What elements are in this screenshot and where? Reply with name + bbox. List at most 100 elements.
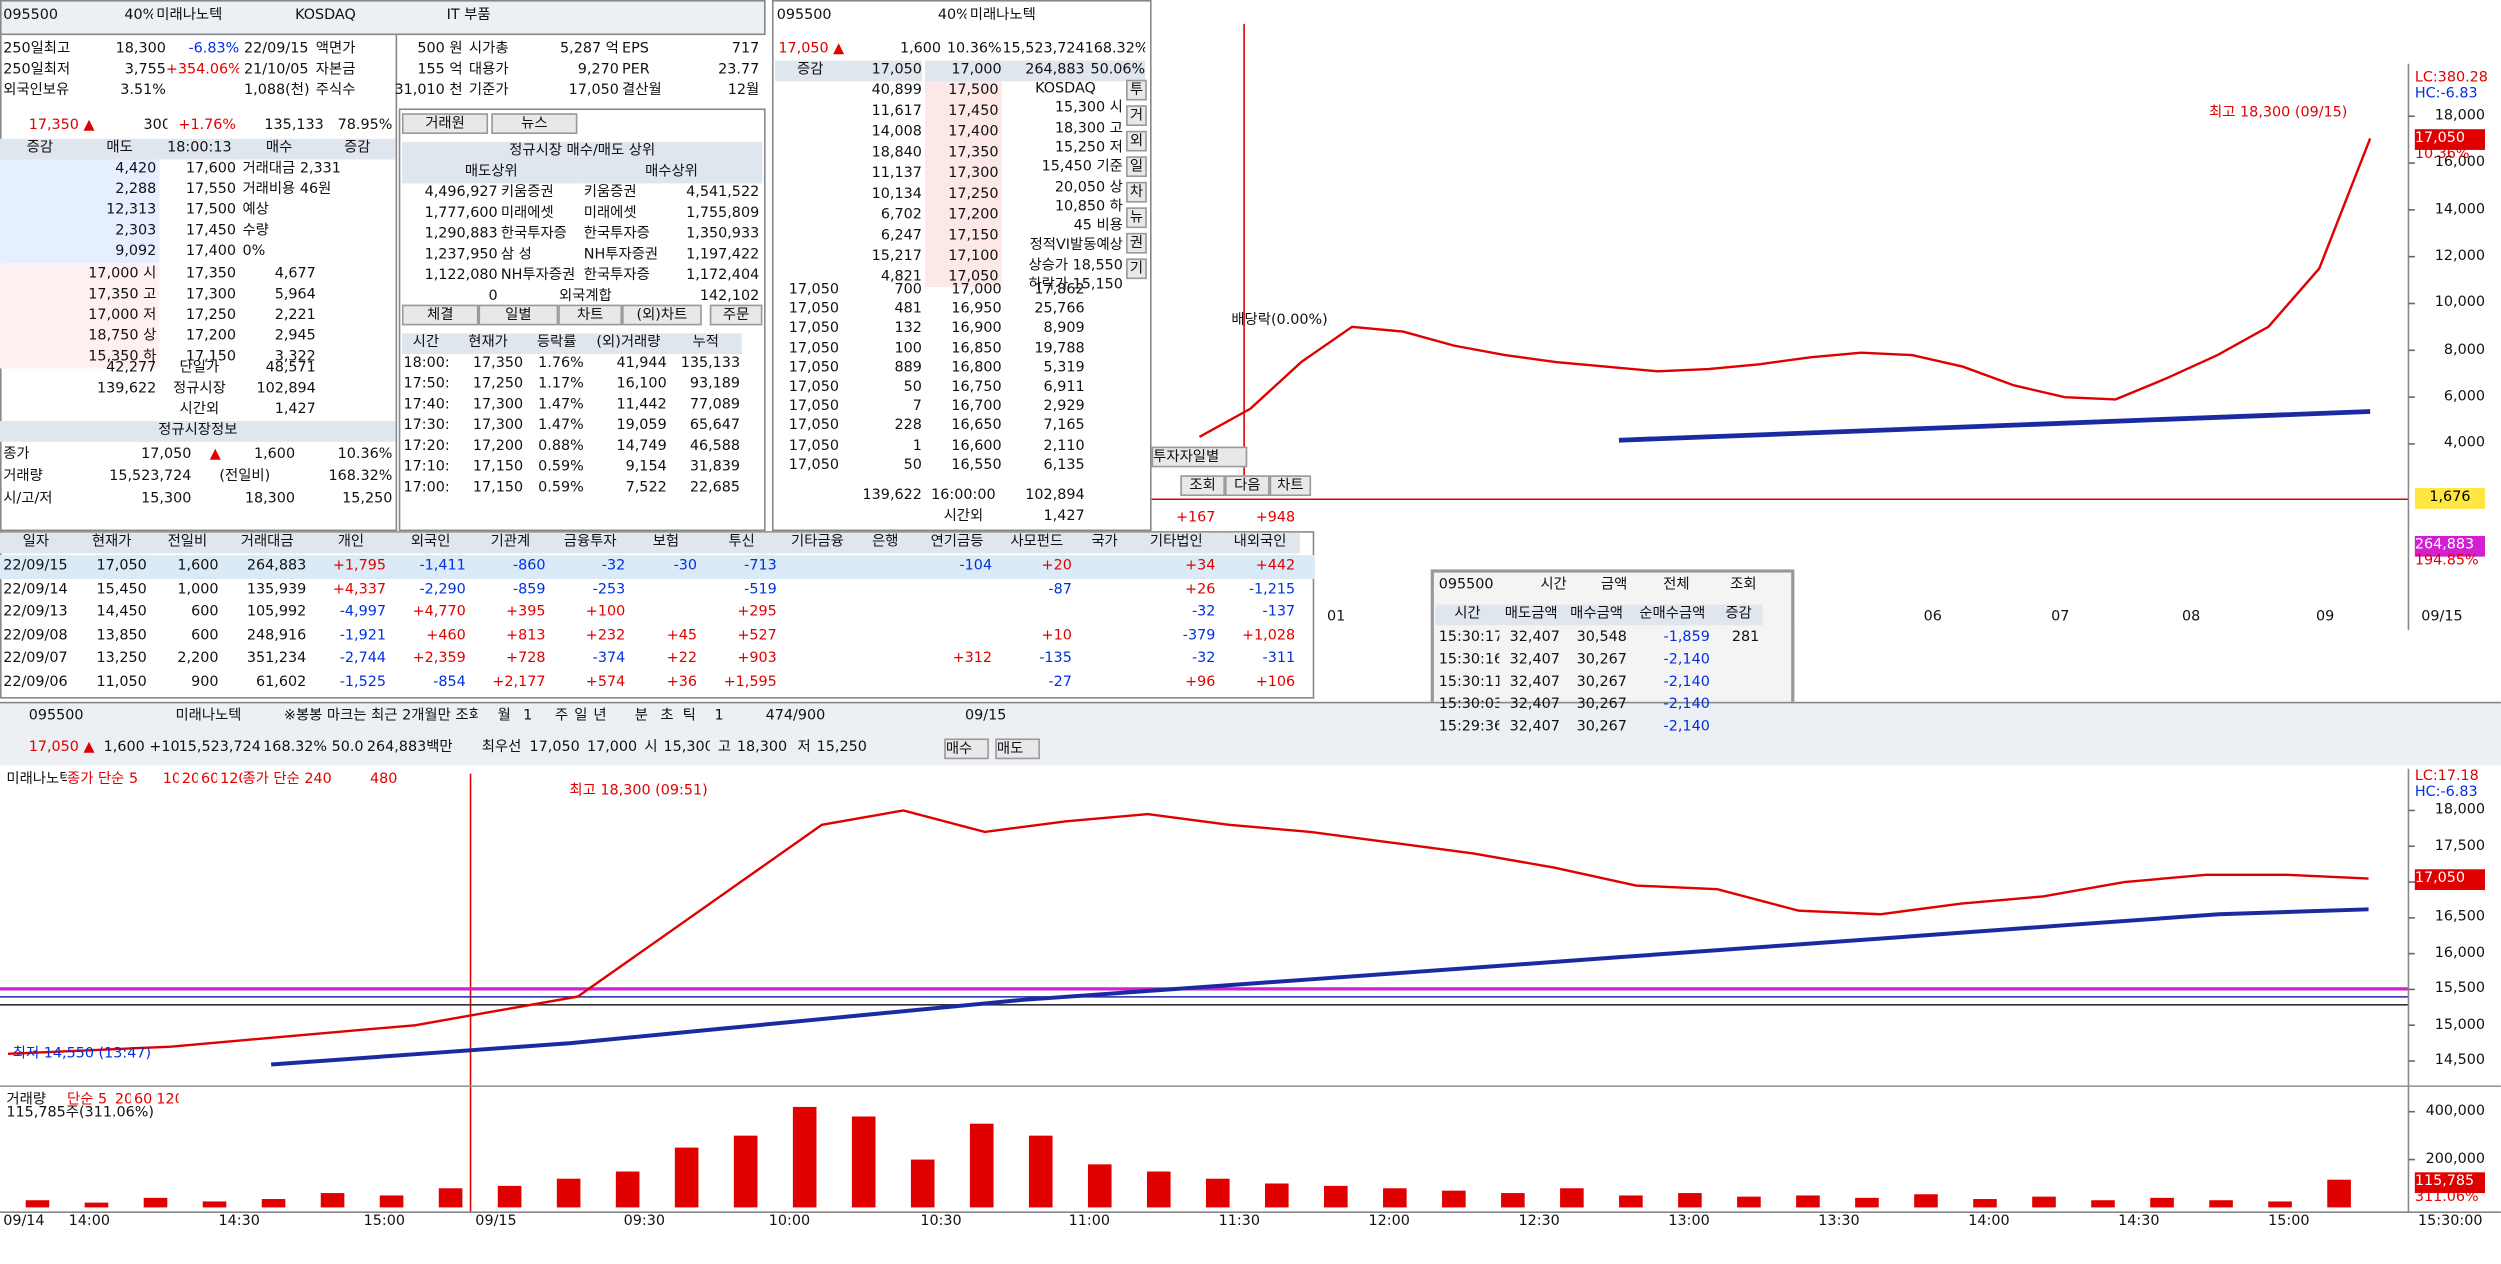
y-tick-label: 15,500 — [2434, 981, 2486, 998]
toolbar-item: 095500 — [1438, 577, 1494, 594]
volume-bar — [84, 1202, 109, 1208]
bid-row: 50 — [903, 379, 922, 396]
bid-row: 889 — [894, 360, 922, 377]
toolbar-item: 095500 — [28, 708, 84, 725]
y-tick-label: 400,000 — [2425, 1103, 2486, 1120]
info-cell: 5,287 억 — [559, 41, 619, 58]
trade-row: 17,250 — [472, 376, 524, 393]
volume-bar — [1619, 1195, 1643, 1208]
program-row: 15:29:36 — [1438, 719, 1500, 736]
investor-row: +312 — [952, 650, 993, 667]
investor-row: -135 — [1039, 650, 1072, 667]
bid-row: 16,600 — [951, 437, 1002, 454]
market-row: 15,523,724 — [109, 468, 192, 485]
investor-row: -1,215 — [1248, 581, 1296, 598]
bid-row: 6,911 — [1043, 379, 1085, 396]
button[interactable]: 다음 — [1224, 475, 1270, 497]
toolbar-item: 1 — [523, 708, 533, 725]
broker-row: 미래에셋 — [500, 205, 554, 222]
investor-row: 13,250 — [96, 650, 147, 667]
x-tick-label: 10:00 — [768, 1213, 811, 1230]
investor-row: +574 — [585, 673, 626, 690]
quote-cell: 17,000 — [925, 60, 1002, 82]
button[interactable]: 차트 — [1269, 475, 1312, 497]
ask-row: 15,217 — [871, 248, 922, 265]
quote-item: 168.32% 50.06% — [263, 740, 364, 757]
market-info: 20,050 상 — [1054, 179, 1123, 196]
info-cell: -6.83% — [188, 41, 240, 58]
side-button[interactable]: 차 — [1126, 181, 1147, 203]
tab[interactable]: 주문 — [709, 304, 763, 326]
volume-tag: 194.85% — [2414, 553, 2479, 570]
ask-row: 17,500 — [185, 202, 237, 219]
side-button[interactable]: 일 — [1126, 156, 1147, 178]
tab[interactable]: 차트 — [558, 304, 623, 326]
info-cell: 시가총 — [468, 41, 509, 58]
toolbar-item: 09/15 — [964, 708, 1007, 725]
info-cell: 자본금 — [315, 62, 356, 79]
total-row: 102,894 — [1025, 488, 1085, 505]
button[interactable]: 조회 — [1180, 475, 1225, 497]
bid-row: 50 — [903, 457, 922, 474]
bid-row: 16,850 — [951, 340, 1002, 357]
broker-row: 키움증권 — [583, 185, 637, 201]
investor-row: -1,921 — [339, 627, 386, 644]
ask-row: 17,050 — [948, 269, 999, 286]
market-info: 18,300 고 — [1054, 120, 1123, 137]
trade-row: 22,685 — [689, 480, 741, 497]
tab[interactable]: 거래원 — [401, 113, 489, 134]
toolbar-item: 095500 — [776, 7, 832, 24]
tab[interactable]: (외)차트 — [622, 304, 702, 326]
bid-row: 17,050 — [788, 301, 839, 318]
tab[interactable]: 뉴스 — [491, 113, 578, 134]
program-row: -2,140 — [1663, 719, 1710, 736]
quote-item[interactable]: 매수 — [944, 738, 989, 760]
section-title: 정규시장정보 — [0, 421, 396, 442]
ask-row: 17,400 — [948, 124, 999, 141]
volume-bar — [733, 1135, 758, 1208]
side-button[interactable]: 투 — [1126, 79, 1147, 101]
investor-row: -1,525 — [339, 673, 386, 690]
broker-row: 1,755,809 — [686, 205, 760, 222]
indicator-label: HC:-6.83 — [2414, 86, 2478, 103]
side-button[interactable]: 외 — [1126, 130, 1147, 152]
volume-bar — [202, 1201, 227, 1208]
section-title: 정규시장 매수/매도 상위 — [401, 141, 763, 163]
program-row: 30,267 — [1576, 719, 1627, 736]
investor-row: -713 — [744, 558, 777, 575]
quote-cell: 15,523,724 — [1002, 41, 1085, 58]
quote-item: 15,250 — [816, 740, 867, 757]
column-header: 일자 — [0, 532, 72, 554]
quote-item[interactable]: 매도 — [995, 738, 1040, 760]
trade-row: 16,100 — [616, 376, 667, 393]
broker-row: 한국투자증 — [500, 226, 567, 243]
volume-bar — [1205, 1178, 1230, 1208]
info-cell: 17,050 — [568, 82, 619, 99]
x-tick-label: 15:30:00 — [2418, 1213, 2483, 1230]
trade-row: 11,442 — [616, 397, 667, 414]
bid-row: 16,700 — [951, 399, 1002, 415]
program-row: 281 — [1731, 630, 1760, 646]
x-tick-label: 09:30 — [623, 1213, 666, 1230]
side-button[interactable]: 권 — [1126, 232, 1147, 254]
tab[interactable]: 투자자일별 — [1151, 446, 1248, 468]
toolbar-item: 미래나노텍 — [969, 7, 1036, 24]
bid-row: 8,909 — [1043, 321, 1085, 338]
side-button[interactable]: 거 — [1126, 105, 1147, 127]
bid-row: 17,050 — [788, 340, 839, 357]
tab[interactable]: 일별 — [478, 304, 559, 326]
market-info: 상승가 18,550 — [1028, 257, 1123, 274]
total-row: 단일가 — [179, 360, 220, 377]
program-row: 30,267 — [1576, 697, 1627, 713]
broker-row: 1,350,933 — [686, 226, 760, 243]
quote-item: 264,883백만 — [366, 740, 453, 757]
volume-bar — [25, 1200, 50, 1208]
program-row: 30,548 — [1576, 630, 1627, 646]
side-button[interactable]: 뉴 — [1126, 207, 1147, 229]
side-button[interactable]: 기 — [1126, 258, 1147, 280]
tab[interactable]: 체결 — [401, 304, 479, 326]
annotation: 최고 18,300 (09:51) — [569, 783, 708, 800]
x-tick-label: 10:30 — [920, 1213, 962, 1230]
quote-item: 17,000 — [586, 740, 638, 757]
investor-row: -311 — [1262, 650, 1296, 667]
